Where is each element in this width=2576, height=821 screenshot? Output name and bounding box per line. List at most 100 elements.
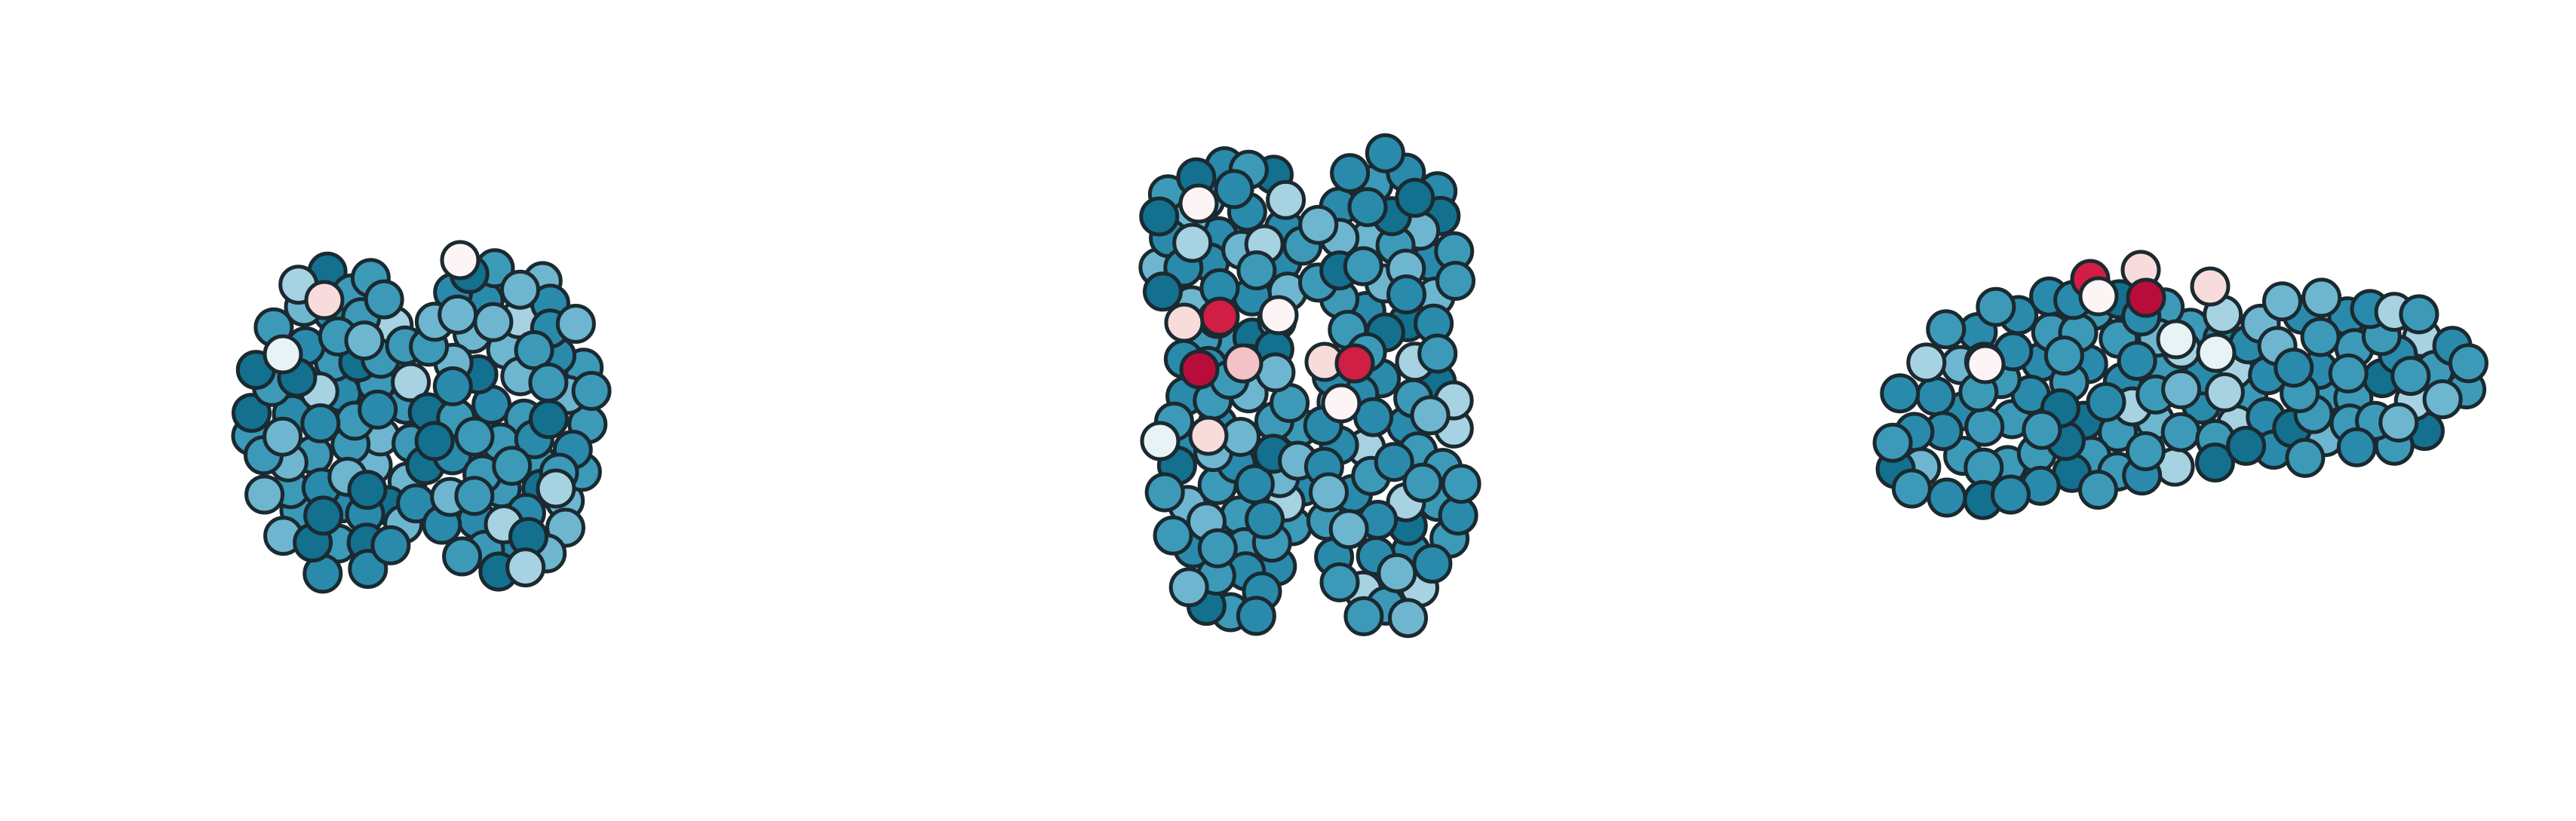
- sagittal-node: [2262, 281, 2302, 322]
- sagittal-node: [2022, 409, 2062, 450]
- axial-node: [1266, 179, 1306, 220]
- axial-node: [1347, 187, 1388, 228]
- sagittal-node: [1872, 422, 1913, 463]
- sagittal-node: [2301, 277, 2342, 318]
- axial-node: [1435, 261, 1475, 301]
- sagittal-node: [2204, 372, 2245, 412]
- sagittal-node: [2196, 332, 2237, 373]
- axial-node: [1319, 562, 1360, 602]
- sagittal-view-panel: [1717, 0, 2576, 821]
- axial-node: [1144, 472, 1185, 513]
- axial-node: [1298, 204, 1339, 245]
- coronal-node: [492, 446, 533, 486]
- axial-node: [1395, 177, 1435, 218]
- coronal-node: [364, 279, 404, 320]
- axial-node: [1188, 415, 1229, 456]
- axial-view-panel: [858, 0, 1717, 821]
- axial-view-brain-icon: [1138, 133, 1481, 639]
- axial-node: [1330, 153, 1371, 194]
- sagittal-node: [2390, 356, 2431, 397]
- axial-node: [1168, 567, 1209, 608]
- coronal-node: [442, 536, 483, 577]
- sagittal-node: [2043, 335, 2084, 376]
- axial-node: [1178, 183, 1219, 224]
- sagittal-node: [2117, 341, 2157, 381]
- sagittal-node: [2125, 431, 2166, 471]
- coronal-node: [347, 470, 388, 510]
- axial-node: [1236, 596, 1276, 636]
- coronal-node: [571, 371, 612, 411]
- axial-node: [1153, 515, 1193, 556]
- sagittal-node: [2285, 437, 2326, 478]
- axial-node: [1179, 349, 1220, 390]
- coronal-node: [454, 476, 495, 516]
- coronal-node: [370, 525, 411, 565]
- sagittal-node: [2378, 402, 2419, 443]
- coronal-node: [432, 366, 473, 406]
- coronal-node: [454, 416, 495, 457]
- sagittal-node: [2300, 317, 2341, 357]
- axial-node: [1343, 596, 1384, 636]
- sagittal-node: [2448, 343, 2488, 384]
- axial-node: [1388, 598, 1428, 639]
- sagittal-node: [2160, 412, 2201, 452]
- axial-node: [1334, 343, 1375, 384]
- sagittal-node: [2126, 277, 2166, 318]
- coronal-node: [358, 389, 398, 430]
- sagittal-node: [2086, 381, 2126, 422]
- coronal-view-brain-icon: [231, 240, 612, 594]
- coronal-node: [505, 547, 546, 588]
- axial-node: [1309, 472, 1349, 513]
- sagittal-node: [2156, 319, 2197, 360]
- axial-node: [1402, 462, 1443, 503]
- axial-node: [1321, 383, 1362, 424]
- sagittal-node: [1880, 373, 1920, 414]
- coronal-node: [300, 403, 341, 443]
- axial-node: [1410, 395, 1451, 436]
- axial-node: [1374, 442, 1414, 482]
- coronal-node: [440, 240, 481, 280]
- axial-node: [1386, 274, 1426, 314]
- sagittal-node: [2336, 427, 2377, 467]
- sagittal-node: [1976, 286, 2016, 327]
- axial-node: [1365, 133, 1405, 173]
- coronal-node: [473, 302, 514, 342]
- coronal-node: [528, 362, 569, 403]
- sagittal-node: [1891, 468, 1932, 509]
- sagittal-node: [1926, 309, 1967, 350]
- coronal-node: [304, 280, 345, 320]
- axial-node: [1223, 343, 1263, 384]
- axial-node: [1197, 528, 1238, 568]
- sagittal-node: [2190, 266, 2231, 307]
- coronal-node: [536, 468, 576, 509]
- coronal-node: [438, 294, 478, 335]
- sagittal-node: [1964, 406, 2005, 447]
- axial-node: [1143, 271, 1183, 312]
- coronal-node: [414, 421, 455, 461]
- sagittal-node: [1906, 342, 1947, 383]
- sagittal-view-brain-icon: [1872, 250, 2488, 520]
- coronal-node: [244, 474, 285, 515]
- sagittal-node: [2078, 470, 2118, 510]
- coronal-node: [303, 495, 344, 536]
- axial-node: [1245, 499, 1285, 540]
- sagittal-node: [1927, 477, 1967, 518]
- sagittal-node: [2399, 294, 2439, 335]
- sagittal-node: [2078, 276, 2119, 317]
- sagittal-node: [2226, 425, 2267, 466]
- axial-node: [1214, 169, 1254, 210]
- axial-node: [1139, 196, 1180, 237]
- axial-node: [1328, 509, 1369, 550]
- axial-node: [1441, 464, 1481, 504]
- coronal-node: [263, 334, 303, 375]
- sagittal-node: [1965, 344, 2006, 384]
- axial-node: [1417, 333, 1458, 374]
- sagittal-node: [2274, 348, 2314, 388]
- sagittal-node: [2328, 353, 2369, 394]
- axial-node: [1236, 250, 1277, 291]
- coronal-node: [514, 330, 554, 370]
- sagittal-node: [2195, 443, 2235, 482]
- coronal-view-panel: [0, 0, 858, 821]
- coronal-node: [263, 416, 303, 457]
